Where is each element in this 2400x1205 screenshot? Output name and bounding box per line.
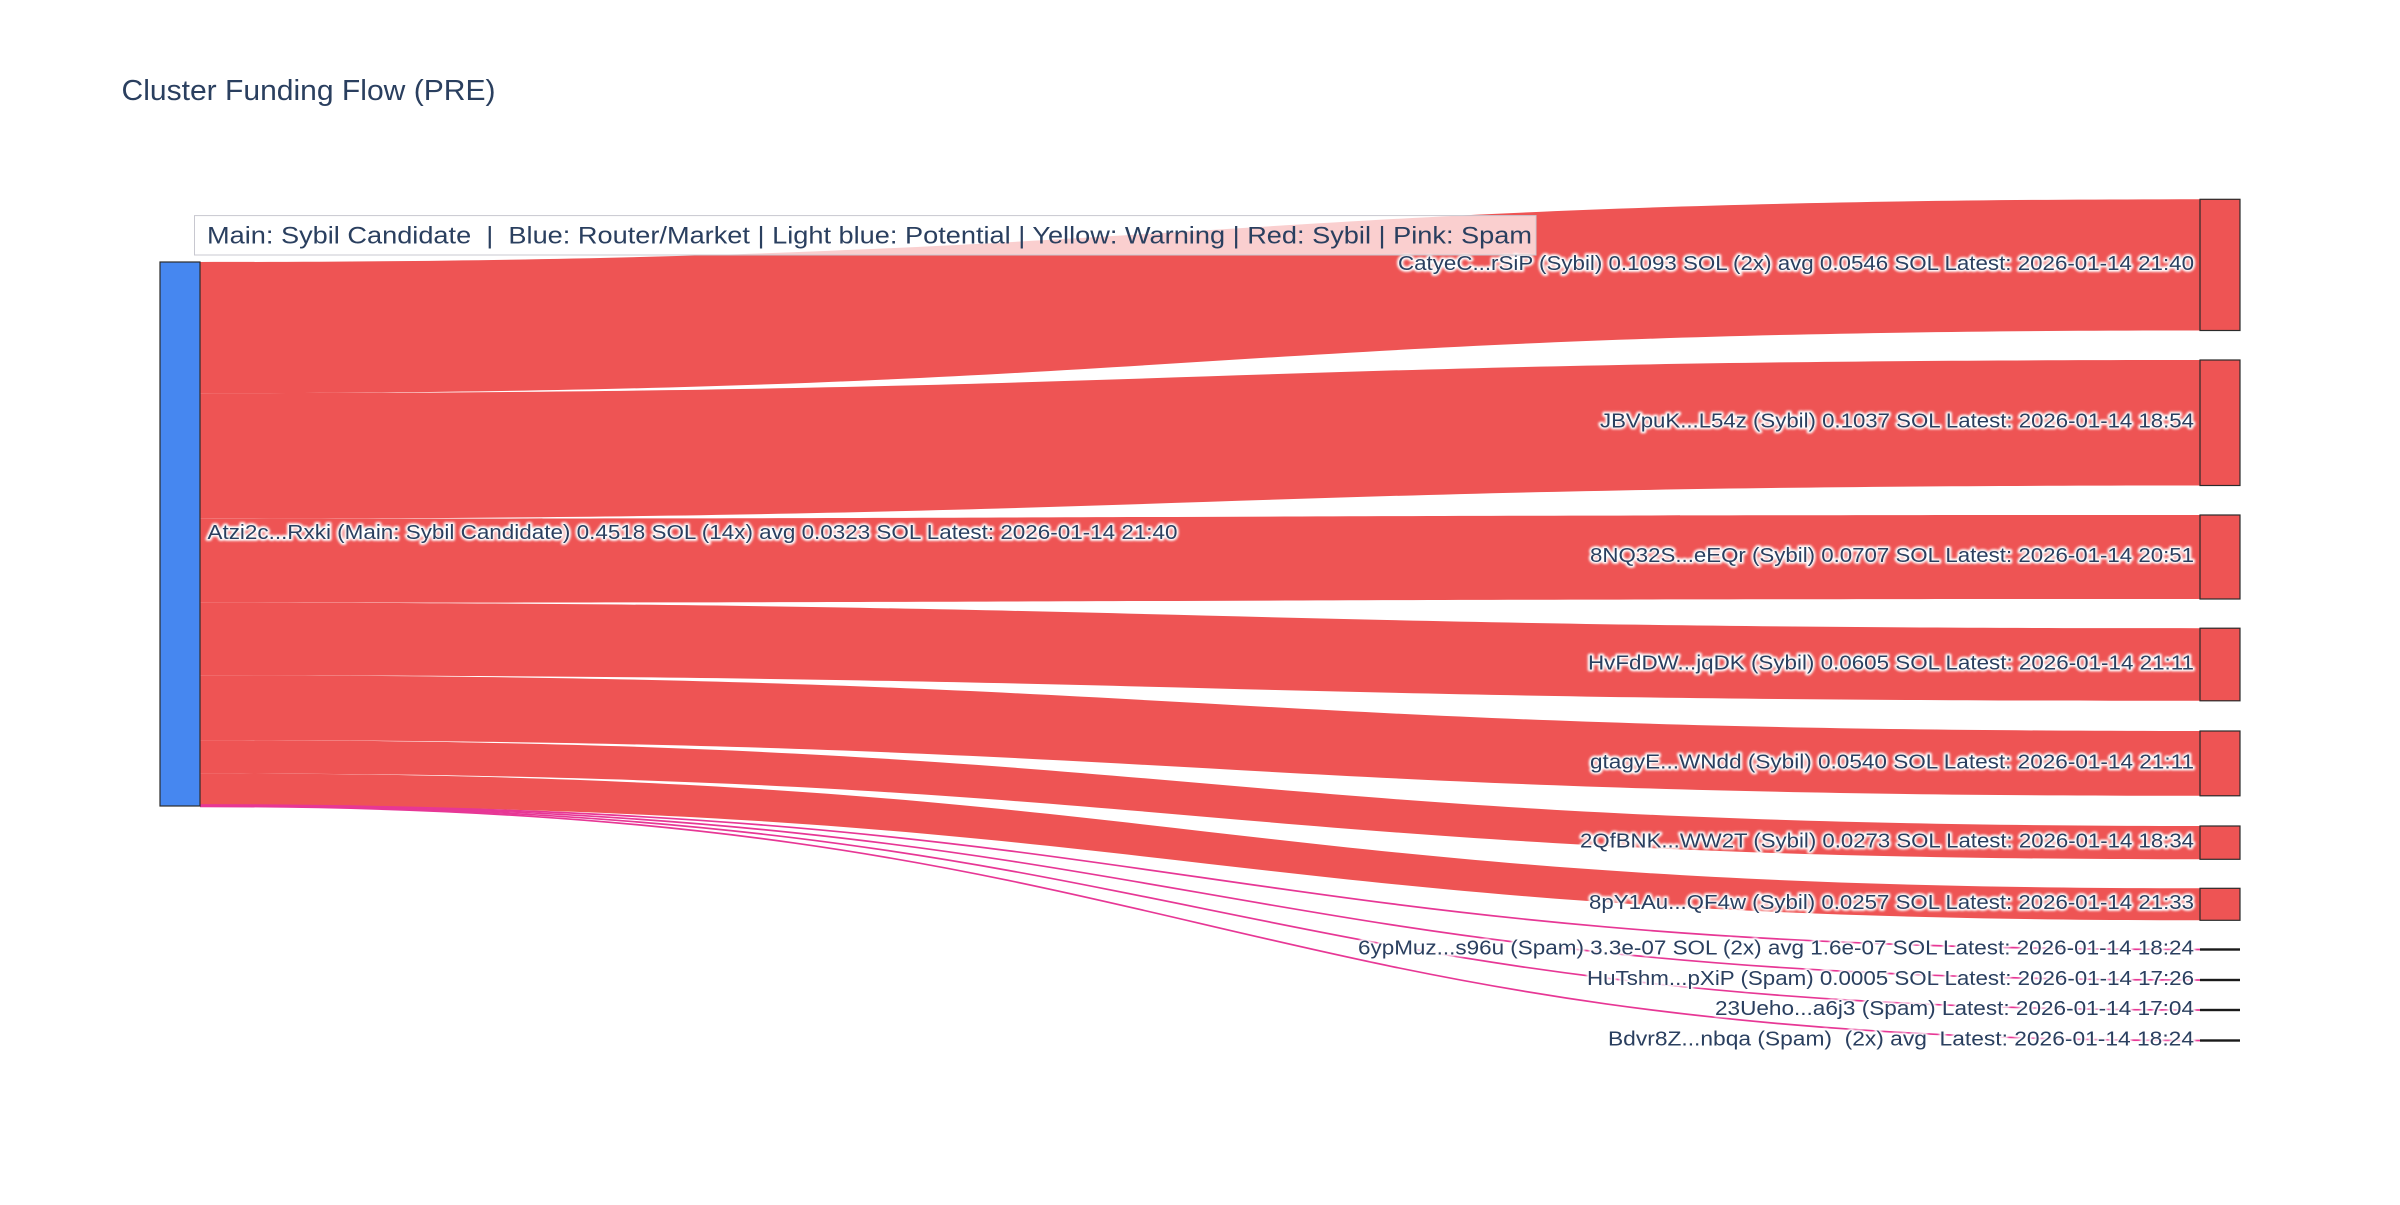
svg-text:HvFdDW...jqDK (Sybil) 0.0605 S: HvFdDW...jqDK (Sybil) 0.0605 SOL Latest:… [1588,652,2194,674]
svg-text:JBVpuK...L54z (Sybil) 0.1037 S: JBVpuK...L54z (Sybil) 0.1037 SOL Latest:… [1600,411,2194,433]
svg-text:2QfBNK...WW2T (Sybil) 0.0273 S: 2QfBNK...WW2T (Sybil) 0.0273 SOL Latest:… [1580,831,2194,853]
svg-text:8pY1Au...QF4w (Sybil) 0.0257 S: 8pY1Au...QF4w (Sybil) 0.0257 SOL Latest:… [1589,892,2194,914]
svg-text:Bdvr8Z...nbqa (Spam) (2x) avg: Bdvr8Z...nbqa (Spam) (2x) avg Latest: 20… [1608,1028,2194,1050]
svg-text:Bdvr8Z...nbqa (Spam) (2x) avg: Bdvr8Z...nbqa (Spam) (2x) avg Latest: 20… [1608,1028,2194,1050]
svg-text:2QfBNK...WW2T (Sybil) 0.0273 S: 2QfBNK...WW2T (Sybil) 0.0273 SOL Latest:… [1580,831,2194,853]
svg-text:JBVpuK...L54z (Sybil) 0.1037 S: JBVpuK...L54z (Sybil) 0.1037 SOL Latest:… [1600,411,2194,433]
svg-text:HuTshm...pXiP (Spam) 0.0005 SO: HuTshm...pXiP (Spam) 0.0005 SOL Latest: … [1587,968,2194,990]
svg-text:23Ueho...a6j3 (Spam) Latest: 2: 23Ueho...a6j3 (Spam) Latest: 2026-01-14 … [1715,998,2194,1020]
svg-text:CatyeC...rSiP (Sybil) 0.1093 S: CatyeC...rSiP (Sybil) 0.1093 SOL (2x) av… [1398,253,2194,275]
svg-text:Main: Sybil Candidate | Blue: Main: Sybil Candidate | Blue: Router/Mar… [207,222,1532,249]
svg-text:Atzi2c...Rxki (Main: Sybil Can: Atzi2c...Rxki (Main: Sybil Candidate) 0.… [208,522,1178,544]
svg-text:gtagyE...WNdd (Sybil) 0.0540 S: gtagyE...WNdd (Sybil) 0.0540 SOL Latest:… [1590,751,2194,773]
svg-text:gtagyE...WNdd (Sybil) 0.0540 S: gtagyE...WNdd (Sybil) 0.0540 SOL Latest:… [1590,751,2194,773]
svg-text:HvFdDW...jqDK (Sybil) 0.0605 S: HvFdDW...jqDK (Sybil) 0.0605 SOL Latest:… [1588,652,2194,674]
svg-text:Atzi2c...Rxki (Main: Sybil Can: Atzi2c...Rxki (Main: Sybil Candidate) 0.… [208,522,1178,544]
svg-text:23Ueho...a6j3 (Spam) Latest: 2: 23Ueho...a6j3 (Spam) Latest: 2026-01-14 … [1715,998,2194,1020]
svg-text:HuTshm...pXiP (Spam) 0.0005 SO: HuTshm...pXiP (Spam) 0.0005 SOL Latest: … [1587,968,2194,990]
svg-text:6ypMuz...s96u (Spam) 3.3e-07 S: 6ypMuz...s96u (Spam) 3.3e-07 SOL (2x) av… [1358,937,2194,959]
svg-text:8NQ32S...eEQr (Sybil) 0.0707 S: 8NQ32S...eEQr (Sybil) 0.0707 SOL Latest:… [1590,545,2194,567]
svg-text:CatyeC...rSiP (Sybil) 0.1093 S: CatyeC...rSiP (Sybil) 0.1093 SOL (2x) av… [1398,253,2194,275]
svg-text:8pY1Au...QF4w (Sybil) 0.0257 S: 8pY1Au...QF4w (Sybil) 0.0257 SOL Latest:… [1589,892,2194,914]
svg-text:Cluster Funding Flow (PRE): Cluster Funding Flow (PRE) [122,75,496,107]
svg-text:6ypMuz...s96u (Spam) 3.3e-07 S: 6ypMuz...s96u (Spam) 3.3e-07 SOL (2x) av… [1358,937,2194,959]
svg-text:8NQ32S...eEQr (Sybil) 0.0707 S: 8NQ32S...eEQr (Sybil) 0.0707 SOL Latest:… [1590,545,2194,567]
